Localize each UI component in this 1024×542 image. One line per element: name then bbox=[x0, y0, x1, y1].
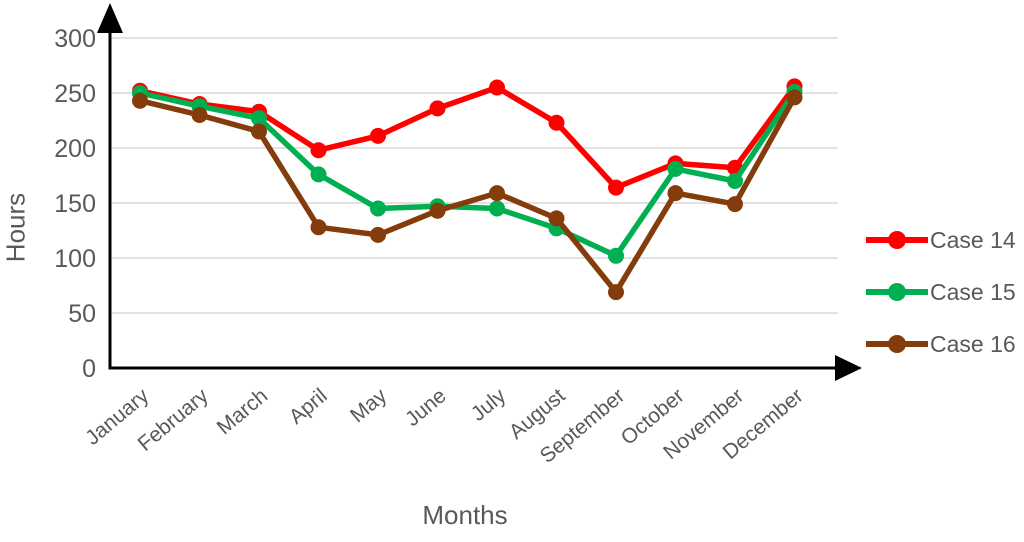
data-point-case15 bbox=[727, 173, 743, 189]
data-point-case14 bbox=[429, 100, 446, 117]
data-point-case14 bbox=[608, 179, 624, 196]
x-tick-label: April bbox=[285, 384, 332, 429]
x-axis-title: Months bbox=[422, 500, 508, 530]
legend-label-case16: Case 16 bbox=[930, 330, 1016, 357]
data-point-case14 bbox=[489, 79, 505, 96]
data-point-case16 bbox=[608, 284, 624, 301]
data-point-case16 bbox=[727, 196, 743, 213]
legend-marker-case14 bbox=[866, 231, 928, 249]
data-point-case16 bbox=[370, 226, 386, 243]
y-tick-label: 150 bbox=[54, 190, 96, 218]
x-tick-label: June bbox=[401, 384, 451, 431]
y-tick-label: 100 bbox=[54, 245, 96, 273]
data-point-case16 bbox=[310, 219, 327, 236]
legend-marker-case16 bbox=[866, 335, 928, 353]
y-tick-label: 0 bbox=[82, 355, 96, 383]
y-tick-label: 250 bbox=[54, 80, 96, 108]
series-line-case16 bbox=[137, 94, 798, 295]
data-point-case16 bbox=[667, 185, 684, 202]
y-tick-label: 200 bbox=[54, 135, 96, 163]
data-point-case16 bbox=[489, 185, 505, 202]
legend-item-case16: Case 16 bbox=[864, 326, 1016, 362]
data-point-case14 bbox=[370, 127, 386, 144]
y-axis-arrow-icon bbox=[97, 3, 123, 33]
data-point-case15 bbox=[251, 110, 267, 127]
data-point-case15 bbox=[310, 166, 327, 183]
x-tick-label: May bbox=[346, 384, 392, 427]
data-point-case14 bbox=[548, 114, 565, 131]
x-axis-arrow-icon bbox=[835, 355, 862, 381]
y-tick-label: 50 bbox=[68, 300, 96, 328]
data-point-case15 bbox=[608, 247, 624, 264]
data-point-case16 bbox=[548, 210, 565, 227]
data-point-case14 bbox=[310, 142, 327, 159]
legend: Case 14 Case 15 Case 16 bbox=[864, 222, 1016, 362]
legend-marker-case15 bbox=[866, 283, 928, 301]
y-axis-title: Hours bbox=[0, 192, 31, 263]
series-line-case15 bbox=[137, 89, 798, 259]
data-point-case16 bbox=[429, 202, 446, 219]
data-point-case15 bbox=[370, 200, 386, 217]
x-tick-label: March bbox=[213, 384, 272, 439]
legend-label-case14: Case 14 bbox=[930, 226, 1016, 253]
data-point-case16 bbox=[191, 107, 208, 123]
data-point-case15 bbox=[667, 160, 684, 177]
series-line-case14 bbox=[137, 83, 798, 191]
data-point-case16 bbox=[786, 89, 803, 106]
data-point-case15 bbox=[489, 200, 505, 217]
legend-item-case15: Case 15 bbox=[864, 274, 1016, 310]
x-tick-label: July bbox=[467, 384, 511, 426]
y-tick-label: 300 bbox=[54, 25, 96, 53]
legend-item-case14: Case 14 bbox=[864, 222, 1016, 258]
legend-label-case15: Case 15 bbox=[930, 278, 1016, 305]
data-point-case16 bbox=[251, 123, 267, 140]
data-point-case16 bbox=[132, 92, 148, 109]
